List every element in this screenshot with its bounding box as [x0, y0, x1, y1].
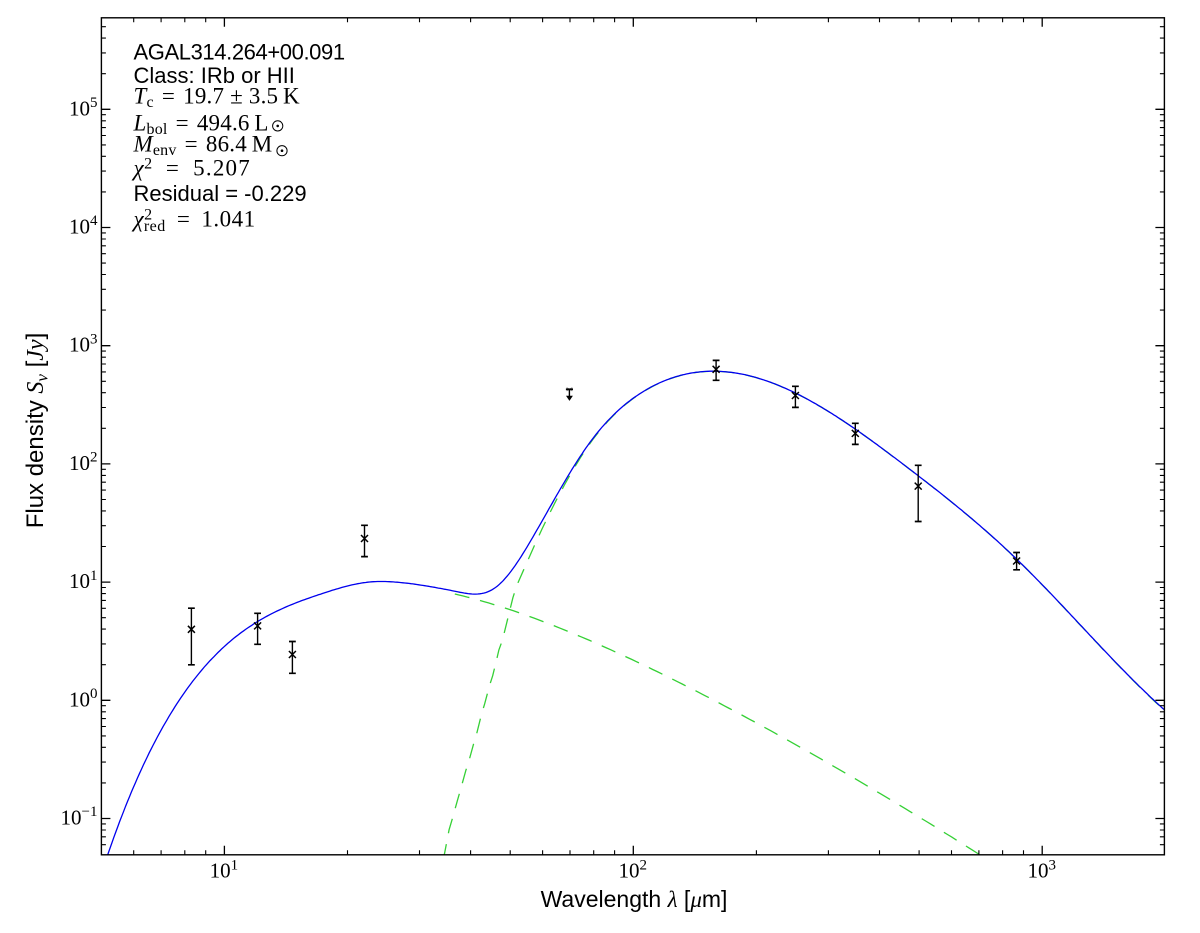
- svg-text:Flux density Sν [Jy]: Flux density Sν [Jy]: [22, 333, 52, 529]
- svg-text:Wavelength λ [μm]: Wavelength λ [μm]: [541, 886, 728, 912]
- svg-text:10−1: 10−1: [61, 804, 98, 829]
- svg-text:101: 101: [210, 857, 239, 882]
- svg-text:Menv = 86.4 M: Menv = 86.4 M: [133, 131, 273, 159]
- svg-text:Tc = 19.7 ± 3.5 K: Tc = 19.7 ± 3.5 K: [134, 84, 301, 112]
- svg-text:Lbol = 494.6 L: Lbol = 494.6 L: [133, 111, 269, 139]
- svg-text:AGAL314.264+00.091: AGAL314.264+00.091: [134, 40, 345, 65]
- svg-text:Residual = -0.229: Residual = -0.229: [134, 181, 307, 206]
- svg-text:χ2 = 5.207: χ2 = 5.207: [132, 156, 251, 181]
- svg-text:Class: IRb or HII: Class: IRb or HII: [134, 63, 295, 88]
